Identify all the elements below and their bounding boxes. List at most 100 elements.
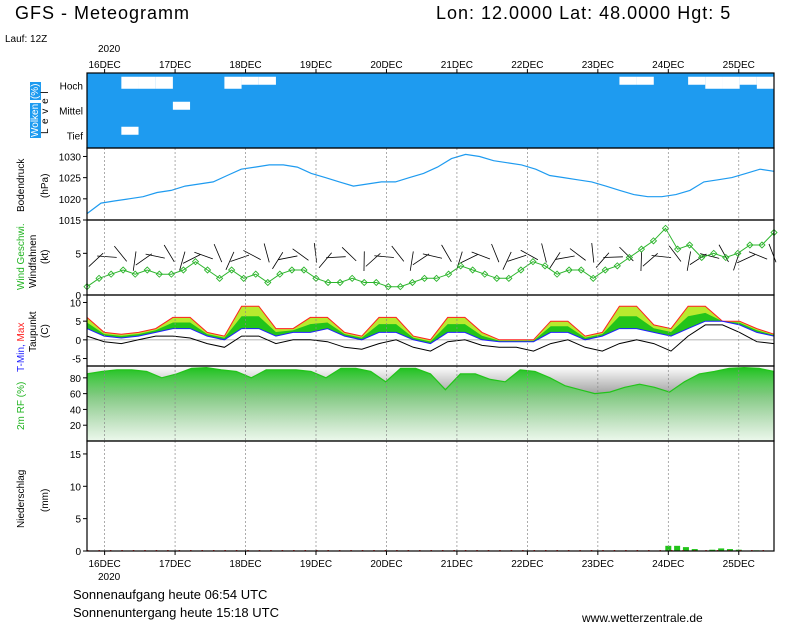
temp-tick-label: 10	[70, 298, 82, 309]
year-label-bottom: 2020	[98, 572, 121, 583]
wind-barb	[541, 243, 547, 263]
wind-barb	[520, 249, 539, 261]
wind-speed-point	[264, 278, 272, 287]
wind-speed-point	[83, 283, 91, 291]
pressure-tick-label: 1030	[59, 152, 82, 163]
wind-barb	[555, 255, 575, 260]
wind-barb	[668, 245, 682, 262]
cloud-level-label: Tief	[67, 132, 84, 143]
day-label-top: 21DEC	[441, 60, 473, 71]
wind-barb	[456, 251, 463, 271]
wind-speed-point	[191, 258, 200, 266]
wind-barb	[318, 252, 332, 268]
precip-bar	[718, 548, 725, 551]
wind-barb	[507, 254, 527, 262]
cloud-gap	[258, 76, 276, 85]
wind-barb	[409, 251, 414, 271]
wind-barb	[179, 251, 186, 271]
wind-barb	[114, 245, 127, 262]
day-label-bottom: 17DEC	[159, 559, 191, 570]
wind-speed-point	[493, 274, 501, 282]
dewpoint-line	[86, 324, 775, 352]
cloud-gap	[121, 126, 139, 135]
cloud-gap	[138, 76, 156, 89]
wind-speed-point	[203, 266, 212, 274]
wind-barb	[412, 253, 430, 266]
wind-barb	[700, 253, 720, 259]
wind-speed-point	[240, 274, 248, 282]
cloud-gap	[739, 76, 757, 85]
wind-tick-label: 0	[75, 291, 81, 302]
wind-speed-point	[95, 274, 103, 282]
precip-bar	[665, 545, 672, 551]
wind-barb	[391, 245, 405, 262]
day-label-bottom: 25DEC	[723, 559, 755, 570]
wind-barb	[651, 255, 672, 258]
wind-barb	[163, 244, 175, 263]
cloud-gap	[155, 76, 173, 89]
wind-barb	[263, 243, 270, 263]
wind-speed-point	[529, 258, 537, 266]
wind-speed-point	[360, 278, 368, 287]
wind-barb	[502, 251, 512, 270]
wind-speed-point	[384, 283, 392, 291]
wind-barb	[686, 251, 691, 271]
cloud-gap	[705, 76, 723, 89]
wind-barb	[459, 254, 478, 264]
wind-barb	[569, 248, 586, 261]
wind-barb	[243, 250, 261, 260]
location-label: Lon: 12.0000 Lat: 48.0000 Hgt: 5	[436, 3, 732, 23]
wind-barb	[549, 252, 561, 269]
day-label-top: 17DEC	[159, 60, 191, 71]
wind-barb	[272, 252, 284, 270]
cloud-gap	[241, 76, 259, 85]
day-label-top: 25DEC	[723, 60, 755, 71]
day-label-top: 16DEC	[88, 60, 120, 71]
wind-barb	[88, 252, 104, 267]
panel-frame	[86, 147, 775, 221]
day-label-bottom: 22DEC	[511, 559, 543, 570]
wind-speed-point	[601, 266, 609, 274]
wind-speed-point	[432, 274, 441, 282]
wind-barb	[640, 251, 643, 272]
wind-speed-point	[131, 270, 139, 278]
day-label-bottom: 20DEC	[370, 559, 402, 570]
wind-barb	[292, 248, 309, 261]
wind-speed-point	[143, 266, 151, 274]
wind-speed-point	[444, 270, 453, 278]
precip-bar	[726, 549, 733, 551]
precip-bar	[674, 545, 681, 551]
wind-speed-point	[420, 274, 429, 282]
wind-barb	[733, 251, 740, 271]
wind-speed-point	[215, 274, 224, 282]
cloud-gap	[636, 76, 654, 85]
precip-bar	[682, 547, 689, 551]
wind-barb	[595, 252, 610, 268]
day-label-top: 24DEC	[652, 60, 684, 71]
wind-speed-point	[698, 253, 706, 262]
wind-speed-point	[276, 270, 284, 278]
wind-barb	[182, 254, 201, 264]
wind-speed-point	[589, 274, 597, 282]
year-label-top: 2020	[98, 44, 121, 55]
wind-speed-point	[119, 266, 127, 274]
sunrise-label: Sonnenaufgang heute 06:54 UTC	[73, 587, 268, 602]
wind-speed-point	[770, 228, 778, 237]
wind-speed-point	[408, 278, 417, 287]
wind-speed-point	[685, 241, 694, 249]
site-label: www.wetterzentrale.de	[582, 611, 703, 625]
wind-speed-point	[734, 249, 742, 257]
wind-speed-point	[505, 274, 513, 282]
temp-tick-label: 5	[75, 317, 81, 328]
wind-speed-point	[746, 241, 754, 249]
cloud-gap	[722, 76, 740, 89]
precip-bar	[709, 549, 716, 551]
pressure-tick-label: 1015	[59, 216, 82, 227]
wind-barb	[341, 246, 357, 262]
wind-barb	[97, 255, 117, 258]
panel-frame	[86, 440, 775, 552]
run-label: Lauf: 12Z	[5, 34, 48, 45]
wind-barb	[132, 251, 137, 271]
wind-barb	[194, 251, 213, 260]
wind-speed-point	[758, 241, 766, 249]
